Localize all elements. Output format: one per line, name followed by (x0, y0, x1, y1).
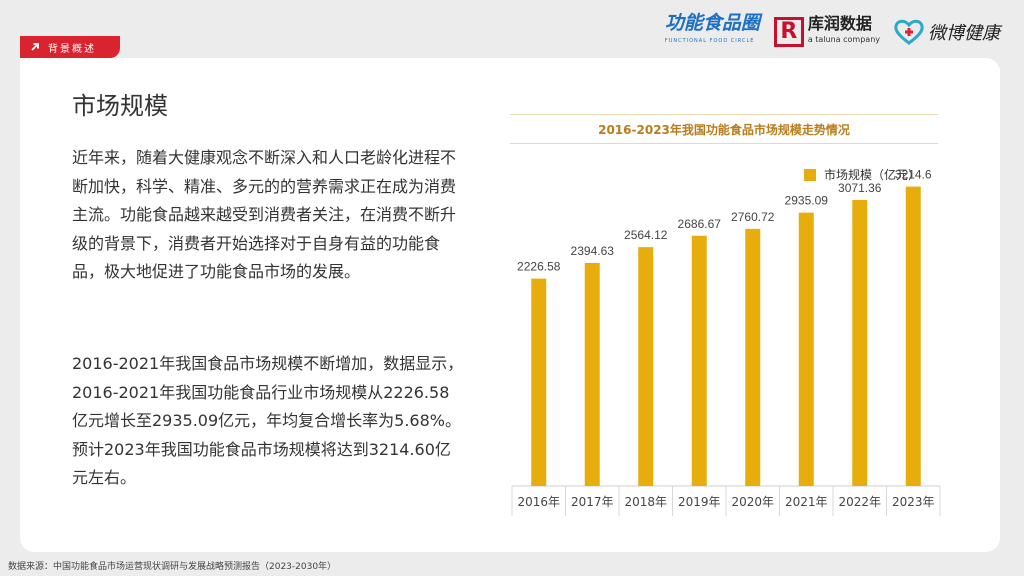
section-tag-label: 背景概述 (48, 43, 96, 55)
bar-2017年 (584, 262, 600, 486)
functional-food-logo-sub: FUNCTIONAL FOOD CIRCLE (664, 38, 755, 44)
chart-title: 2016-2023年我国功能食品市场规模走势情况 (510, 114, 938, 144)
data-label: 2564.12 (624, 228, 668, 242)
bar-2019年 (691, 235, 707, 486)
arrow-icon (31, 43, 39, 51)
data-label: 3214.6 (895, 168, 932, 182)
x-tick-label: 2017年 (571, 495, 614, 509)
data-label: 2394.63 (571, 244, 615, 258)
functional-food-logo: 功能食品圈 FUNCTIONAL FOOD CIRCLE (665, 14, 760, 50)
x-tick-label: 2022年 (838, 495, 881, 509)
weibo-health-logo-text: 微博健康 (928, 23, 1000, 44)
bar-2022年 (852, 199, 868, 487)
data-source: 数据来源：中国功能食品市场运营现状调研与发展战略预测报告（2023-2030年） (8, 562, 337, 572)
kurun-logo: R 库润数据 a taluna company (773, 16, 880, 48)
data-label: 2935.09 (785, 194, 829, 208)
partner-logos: 功能食品圈 FUNCTIONAL FOOD CIRCLE R 库润数据 a ta… (665, 14, 1000, 50)
page-title: 市场规模 (72, 92, 168, 120)
section-tag: 背景概述 (20, 36, 120, 58)
x-tick-label: 2021年 (785, 495, 828, 509)
legend-label: 市场规模（亿元） (824, 168, 921, 182)
x-tick-label: 2019年 (678, 495, 721, 509)
bar-2021年 (798, 212, 814, 487)
data-label: 2760.72 (731, 210, 775, 224)
kurun-logo-text-group: 库润数据 a taluna company (808, 16, 880, 48)
data-label: 2686.67 (678, 217, 722, 231)
kurun-logo-sub: a taluna company (807, 35, 880, 44)
x-tick-label: 2020年 (731, 495, 774, 509)
bar-2020年 (745, 228, 761, 487)
content-card (20, 58, 1000, 552)
chart-legend: 市场规模（亿元） (804, 166, 920, 183)
x-tick-label: 2018年 (624, 495, 667, 509)
x-tick-label: 2023年 (892, 495, 935, 509)
paragraph-intro: 近年来，随着大健康观念不断深入和人口老龄化进程不断加快，科学、精准、多元的的营养… (72, 148, 457, 281)
legend-swatch (804, 168, 816, 181)
kurun-logo-text: 库润数据 (807, 14, 872, 33)
kurun-mark-icon: R (773, 17, 804, 47)
x-tick-label: 2016年 (517, 495, 560, 509)
data-label: 2226.58 (517, 260, 561, 274)
heart-plus-icon (894, 19, 924, 45)
bar-2023年 (905, 186, 921, 486)
bar-2016年 (531, 278, 547, 486)
data-label: 3071.36 (838, 181, 882, 195)
paragraph-data: 2016-2021年我国食品市场规模不断增加，数据显示，2016-2021年我国… (72, 354, 464, 487)
bar-2018年 (638, 247, 654, 486)
functional-food-logo-text: 功能食品圈 (664, 12, 760, 34)
weibo-health-logo: 微博健康 (894, 19, 1000, 45)
